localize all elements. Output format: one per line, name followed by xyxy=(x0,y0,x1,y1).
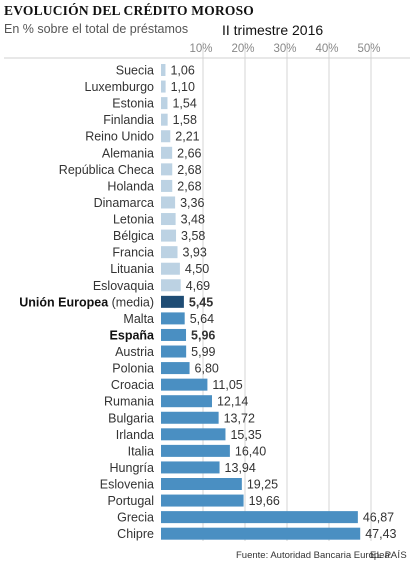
bar xyxy=(161,378,208,391)
value-label: 2,21 xyxy=(175,130,199,144)
category-label: Polonia xyxy=(112,362,154,376)
category-label: Portugal xyxy=(107,494,154,508)
value-label: 3,93 xyxy=(183,246,207,260)
value-label: 19,66 xyxy=(249,494,280,508)
bar xyxy=(161,130,171,143)
x-tick-label: 30% xyxy=(273,43,296,55)
bar xyxy=(161,411,219,424)
category-label: Irlanda xyxy=(116,428,154,442)
bar xyxy=(161,262,180,275)
category-label: Austria xyxy=(115,345,154,359)
value-label: 3,36 xyxy=(180,196,204,210)
bar xyxy=(161,461,220,474)
category-label: Chipre xyxy=(117,527,154,541)
category-label: Dinamarca xyxy=(94,196,154,210)
value-label: 3,58 xyxy=(181,229,205,243)
bar xyxy=(161,246,178,259)
value-label: 2,68 xyxy=(177,163,201,177)
source-note: Fuente: Autoridad Bancaria Europea. xyxy=(236,550,393,561)
bar xyxy=(161,196,176,209)
value-label: 13,94 xyxy=(225,461,256,475)
category-label: Grecia xyxy=(117,511,154,525)
category-label: Bulgaria xyxy=(108,411,154,425)
category-label: Luxemburgo xyxy=(85,80,155,94)
value-label: 19,25 xyxy=(247,478,278,492)
chart-subtitle: En % sobre el total de préstamos xyxy=(4,22,189,36)
category-label: Croacia xyxy=(111,378,154,392)
bar xyxy=(161,295,184,308)
bar xyxy=(161,179,173,192)
x-tick-label: 50% xyxy=(357,43,380,55)
value-label: 1,06 xyxy=(170,64,194,78)
value-label: 47,43 xyxy=(365,527,396,541)
category-label: Alemania xyxy=(102,146,154,160)
value-label: 15,35 xyxy=(230,428,261,442)
bar xyxy=(161,362,190,375)
value-label: 6,80 xyxy=(195,362,219,376)
value-label: 5,45 xyxy=(189,295,213,309)
bar xyxy=(161,64,166,76)
category-label: Reino Unido xyxy=(85,130,154,144)
value-label: 46,87 xyxy=(363,511,394,525)
bar xyxy=(161,527,361,540)
value-label: 13,72 xyxy=(224,411,255,425)
x-tick-label: 40% xyxy=(315,43,338,55)
value-label: 5,64 xyxy=(190,312,214,326)
category-label: Suecia xyxy=(116,64,154,78)
value-label: 1,10 xyxy=(171,80,195,94)
value-label: 16,40 xyxy=(235,444,266,458)
value-label: 1,58 xyxy=(173,113,197,127)
bar xyxy=(161,328,187,341)
category-label: Holanda xyxy=(107,179,154,193)
value-label: 12,14 xyxy=(217,395,248,409)
bar xyxy=(161,444,230,457)
category-label: Letonia xyxy=(113,213,154,227)
x-tick-label: 20% xyxy=(231,43,254,55)
period-label: II trimestre 2016 xyxy=(222,22,324,38)
value-label: 11,05 xyxy=(212,378,242,392)
chart-title: EVOLUCIÓN DEL CRÉDITO MOROSO xyxy=(4,3,254,18)
value-label: 1,54 xyxy=(172,97,196,111)
category-label: Malta xyxy=(123,312,154,326)
category-label: Eslovenia xyxy=(100,478,154,492)
category-label: Hungría xyxy=(110,461,155,475)
value-label: 2,66 xyxy=(177,146,201,160)
category-label: Bélgica xyxy=(113,229,154,243)
value-label: 4,69 xyxy=(186,279,210,293)
value-label: 2,68 xyxy=(177,179,201,193)
category-label: Francia xyxy=(112,246,154,260)
category-label: Finlandia xyxy=(103,113,154,127)
category-label: Lituania xyxy=(110,262,154,276)
bar xyxy=(161,345,187,358)
value-label: 5,99 xyxy=(191,345,215,359)
bar xyxy=(161,279,181,292)
bar xyxy=(161,97,168,110)
bar xyxy=(161,163,173,176)
brand-label: EL PAÍS xyxy=(370,550,407,561)
bar xyxy=(161,511,358,524)
category-label: Italia xyxy=(128,444,154,458)
bar xyxy=(161,80,166,93)
value-label: 4,50 xyxy=(185,262,209,276)
category-label: Eslovaquia xyxy=(93,279,154,293)
bar xyxy=(161,428,226,441)
category-label: República Checa xyxy=(59,163,154,177)
category-label: Unión Europea (media) xyxy=(19,295,154,309)
x-tick-label: 10% xyxy=(189,43,212,55)
bar xyxy=(161,395,212,408)
bar xyxy=(161,213,176,226)
category-label: España xyxy=(110,328,156,342)
bar xyxy=(161,494,244,507)
bar xyxy=(161,146,173,159)
bar xyxy=(161,113,168,126)
bar xyxy=(161,478,242,490)
bar xyxy=(161,229,177,242)
value-label: 3,48 xyxy=(181,213,205,227)
category-label: Rumania xyxy=(104,395,154,409)
category-label: Estonia xyxy=(112,97,154,111)
value-label: 5,96 xyxy=(191,328,215,342)
bar xyxy=(161,312,185,325)
